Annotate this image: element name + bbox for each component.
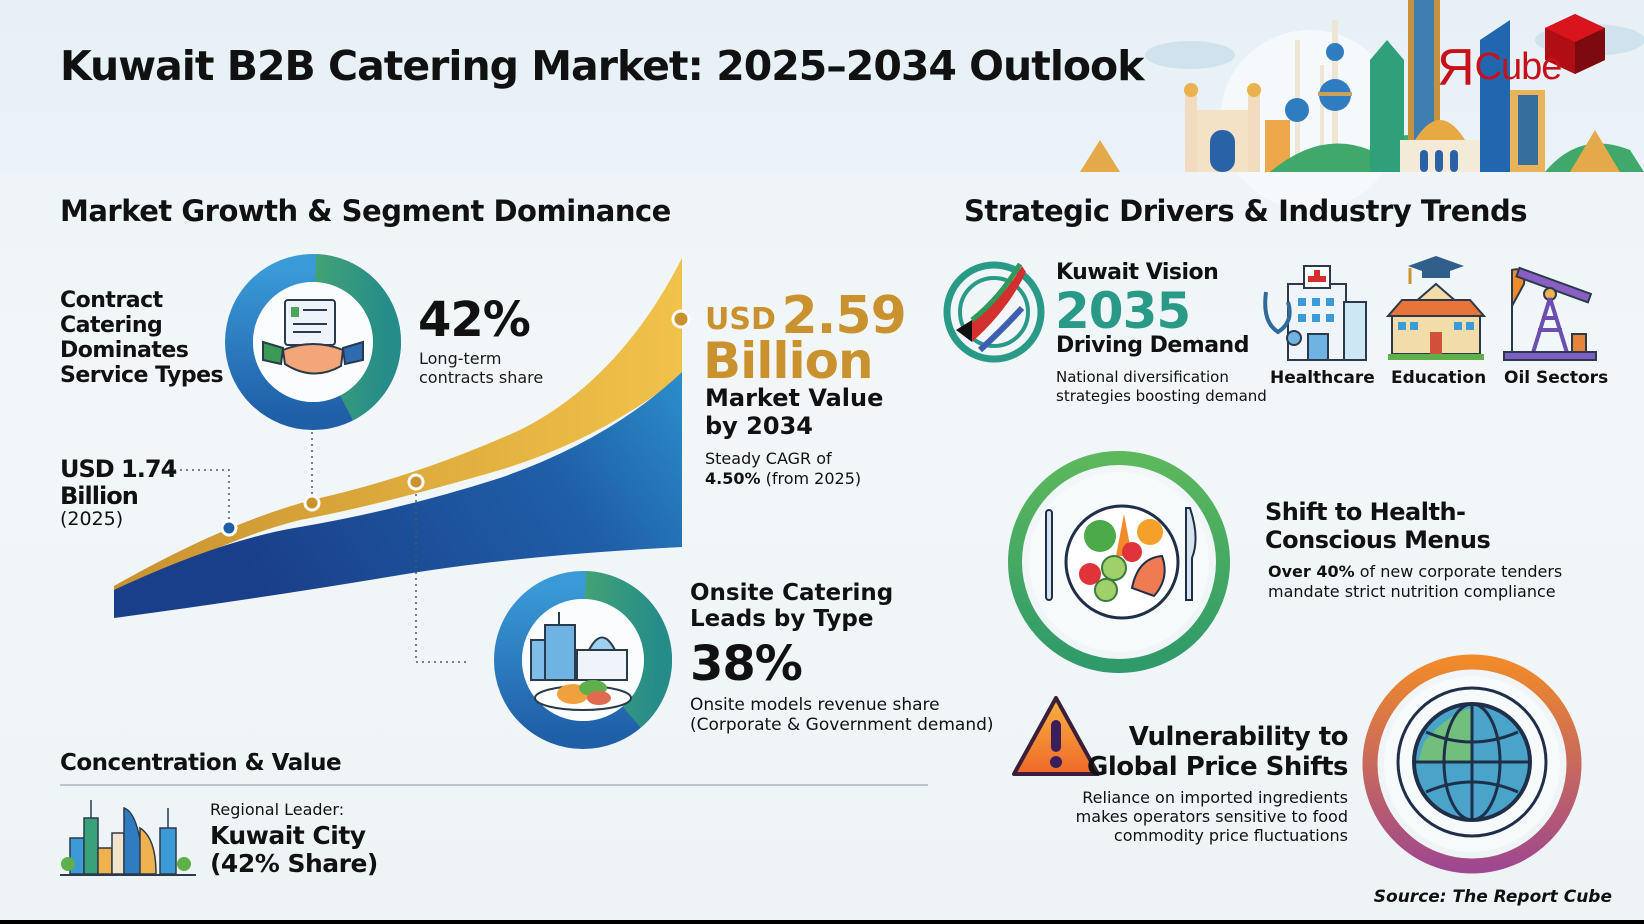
- onsite-share-donut: [494, 571, 672, 749]
- oil-pump-icon: [1503, 266, 1597, 361]
- start-value-label: USD 1.74 Billion: [60, 455, 177, 510]
- market-value-label: Market Value by 2034: [705, 384, 884, 440]
- report-cube-logo-icon: [1545, 14, 1605, 74]
- page-title: Kuwait B2B Catering Market: 2025–2034 Ou…: [60, 42, 1144, 90]
- vision-year: 2035: [1055, 282, 1191, 340]
- end-value-unit: Billion: [703, 332, 874, 390]
- healthy-plate-icon: [1008, 451, 1230, 673]
- divider: [60, 784, 928, 786]
- hospital-icon: [1263, 265, 1367, 361]
- contract-percent: 42%: [418, 292, 531, 348]
- contract-share-donut: [225, 254, 401, 430]
- market-growth-chart: [114, 258, 691, 663]
- vulnerability-title: Vulnerability to Global Price Shifts: [1087, 722, 1349, 782]
- regional-leader-value: Kuwait City (42% Share): [210, 821, 378, 878]
- warning-icon: [1012, 696, 1100, 776]
- report-cube-logo: RCube: [1438, 39, 1562, 97]
- school-icon: [1385, 256, 1487, 360]
- vision-line1: Kuwait Vision: [1056, 260, 1219, 285]
- sector-education-label: Education: [1391, 368, 1487, 388]
- vision-line3: Driving Demand: [1056, 333, 1249, 358]
- onsite-title: Onsite Catering Leads by Type: [690, 580, 894, 632]
- regional-leader-label: Regional Leader:: [210, 800, 345, 819]
- sector-oil-label: Oil Sectors: [1504, 368, 1609, 388]
- onsite-desc: Onsite models revenue share (Corporate &…: [690, 695, 994, 735]
- city-skyline-icon: [60, 800, 196, 876]
- sector-healthcare-label: Healthcare: [1270, 368, 1375, 388]
- concentration-title: Concentration & Value: [60, 750, 342, 776]
- globe-icon: [1362, 654, 1582, 874]
- kuwait-flag-globe-icon: [943, 261, 1045, 363]
- handshake-contract-icon: [262, 299, 364, 375]
- contract-desc: Long-term contracts share: [419, 349, 544, 387]
- vulnerability-desc: Reliance on imported ingredients makes o…: [1075, 788, 1348, 845]
- end-value: USD 2.59: [705, 286, 907, 346]
- buildings-meal-icon: [530, 612, 632, 711]
- cagr-text: Steady CAGR of 4.50% (from 2025): [705, 449, 862, 488]
- health-title: Shift to Health- Conscious Menus: [1265, 498, 1491, 554]
- contract-catering-label: Contract Catering Dominates Service Type…: [60, 288, 224, 388]
- section-title-market-growth: Market Growth & Segment Dominance: [60, 194, 671, 228]
- section-title-strategic-drivers: Strategic Drivers & Industry Trends: [964, 194, 1528, 228]
- kuwait-skyline-illustration: [1070, 0, 1644, 210]
- source-credit: Source: The Report Cube: [1373, 887, 1612, 907]
- vision-desc: National diversification strategies boos…: [1056, 368, 1267, 405]
- start-value-year: (2025): [60, 508, 124, 530]
- bottom-border: [0, 920, 1644, 924]
- health-desc: Over 40% of new corporate tenders mandat…: [1268, 562, 1563, 601]
- onsite-percent: 38%: [690, 636, 803, 692]
